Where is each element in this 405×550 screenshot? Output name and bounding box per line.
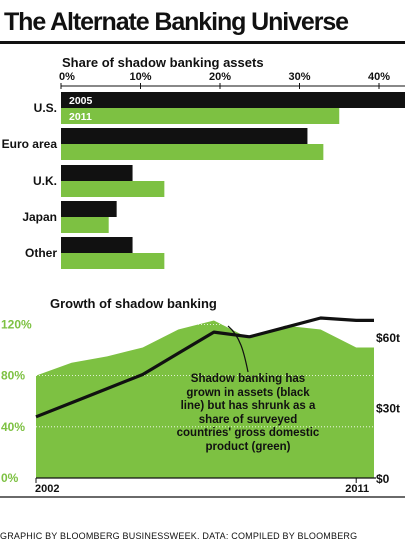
category-label-1: Euro area <box>2 137 58 151</box>
title-rule <box>0 41 405 44</box>
category-label-3: Japan <box>22 210 57 224</box>
bar-2005-4 <box>61 237 133 253</box>
x-tick-label-3: 30% <box>288 71 310 83</box>
area-chart-annotation: Shadow banking has grown in assets (blac… <box>176 373 320 453</box>
category-label-2: U.K. <box>33 174 57 188</box>
bar-2005-0 <box>61 92 405 108</box>
bar-2011-2 <box>61 181 165 197</box>
x-tick-label-2: 20% <box>209 71 231 83</box>
bar-chart-title: Share of shadow banking assets <box>62 55 264 70</box>
legend-label-2011: 2011 <box>69 111 92 123</box>
right-axis-label-0: $0 <box>376 472 390 486</box>
page-title: The Alternate Banking Universe <box>4 8 349 36</box>
right-axis-label-1: $30t <box>376 401 400 415</box>
left-axis-label-2: 80% <box>1 369 25 383</box>
left-axis-label-1: 40% <box>1 420 25 434</box>
bar-2005-3 <box>61 201 117 217</box>
bar-2011-1 <box>61 144 324 160</box>
x-label-2002: 2002 <box>35 483 59 495</box>
x-label-2011: 2011 <box>345 483 369 495</box>
bar-2005-1 <box>61 128 308 144</box>
right-axis-label-2: $60t <box>376 331 400 345</box>
bar-2011-0 <box>61 108 340 124</box>
x-tick-label-1: 10% <box>129 71 151 83</box>
left-axis-label-0: 0% <box>1 471 19 485</box>
x-tick-label-4: 40% <box>368 71 390 83</box>
gdp-share-area <box>36 320 374 478</box>
bar-2011-3 <box>61 217 109 233</box>
assets-line <box>35 316 374 419</box>
bar-2011-4 <box>61 253 165 269</box>
category-label-0: U.S. <box>34 101 57 115</box>
annotation-leader <box>227 325 249 373</box>
category-label-4: Other <box>25 246 57 260</box>
legend-label-2005: 2005 <box>69 95 93 107</box>
left-axis-label-3: 120% <box>1 317 32 331</box>
bar-2005-2 <box>61 165 133 181</box>
source-credit: GRAPHIC BY BLOOMBERG BUSINESSWEEK. DATA:… <box>0 531 358 541</box>
x-tick-label-0: 0% <box>59 71 75 83</box>
area-chart-title: Growth of shadow banking <box>50 296 217 311</box>
